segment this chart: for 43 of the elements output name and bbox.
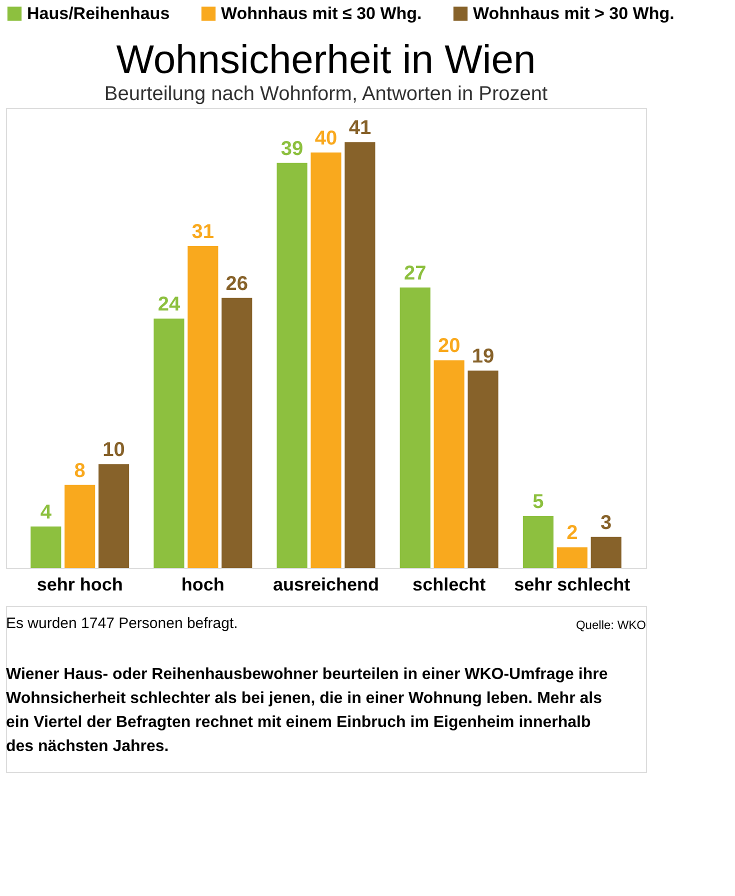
x-tick-label: hoch — [181, 574, 224, 594]
x-tick-label: schlecht — [412, 574, 486, 594]
legend-label: Wohnhaus mit ≤ 30 Whg. — [221, 4, 422, 23]
bar — [276, 162, 308, 568]
text: Wiener Haus- oder Reihenhausbewohner beurteilen in einer WKO-Umfrage ihre Wohnsicherheit schlechter als bei jenen, die in einer Wohnung leben. Mehr als ein Viertel der Befragten rechnet mit einem Einbruch im Eigenheim innerhalb des nächsten Jahres. — [6, 666, 608, 755]
data-label: 27 — [404, 262, 426, 285]
x-tick-label: ausreichend — [272, 574, 380, 594]
data-label: 5 — [532, 491, 544, 514]
data-label: 26 — [226, 272, 248, 295]
bar — [98, 464, 130, 568]
bar — [468, 370, 498, 568]
chart-title: Wohnsicherheit in Wien — [116, 38, 536, 82]
data-label: 20 — [438, 335, 460, 358]
data-label: 4 — [40, 501, 52, 524]
x-tick-label: sehr schlecht — [514, 574, 630, 594]
data-label: 41 — [348, 117, 372, 140]
bar — [310, 152, 342, 568]
legend-label: Haus/Reihenhaus — [27, 4, 170, 23]
data-label: 24 — [158, 294, 181, 316]
bar — [154, 318, 184, 568]
data-label: 39 — [280, 138, 304, 160]
x-tick-label: sehr hoch — [36, 574, 123, 594]
data-label: 31 — [192, 220, 214, 243]
data-label: 8 — [74, 460, 86, 482]
chart-subtitle: Beurteilung nach Wohnform, Antworten in Prozent — [104, 83, 548, 105]
bar — [556, 547, 588, 568]
data-label: 2 — [566, 522, 578, 544]
data-label: 40 — [314, 127, 338, 150]
data-label: 19 — [472, 346, 494, 368]
legend-label: Wohnhaus mit > 30 Whg. — [473, 4, 674, 23]
bar — [434, 360, 464, 568]
data-label: 3 — [600, 512, 612, 534]
bar — [188, 246, 218, 568]
bar — [522, 516, 554, 568]
data-label: 10 — [102, 439, 125, 462]
text: Es wurden 1747 Personen befragt. — [6, 615, 238, 632]
source-note: Quelle: WKO — [576, 618, 646, 632]
bar — [64, 484, 96, 568]
bar — [344, 142, 376, 568]
bar — [400, 288, 430, 568]
bar — [590, 536, 622, 568]
bar — [30, 526, 62, 568]
bar — [222, 298, 252, 568]
